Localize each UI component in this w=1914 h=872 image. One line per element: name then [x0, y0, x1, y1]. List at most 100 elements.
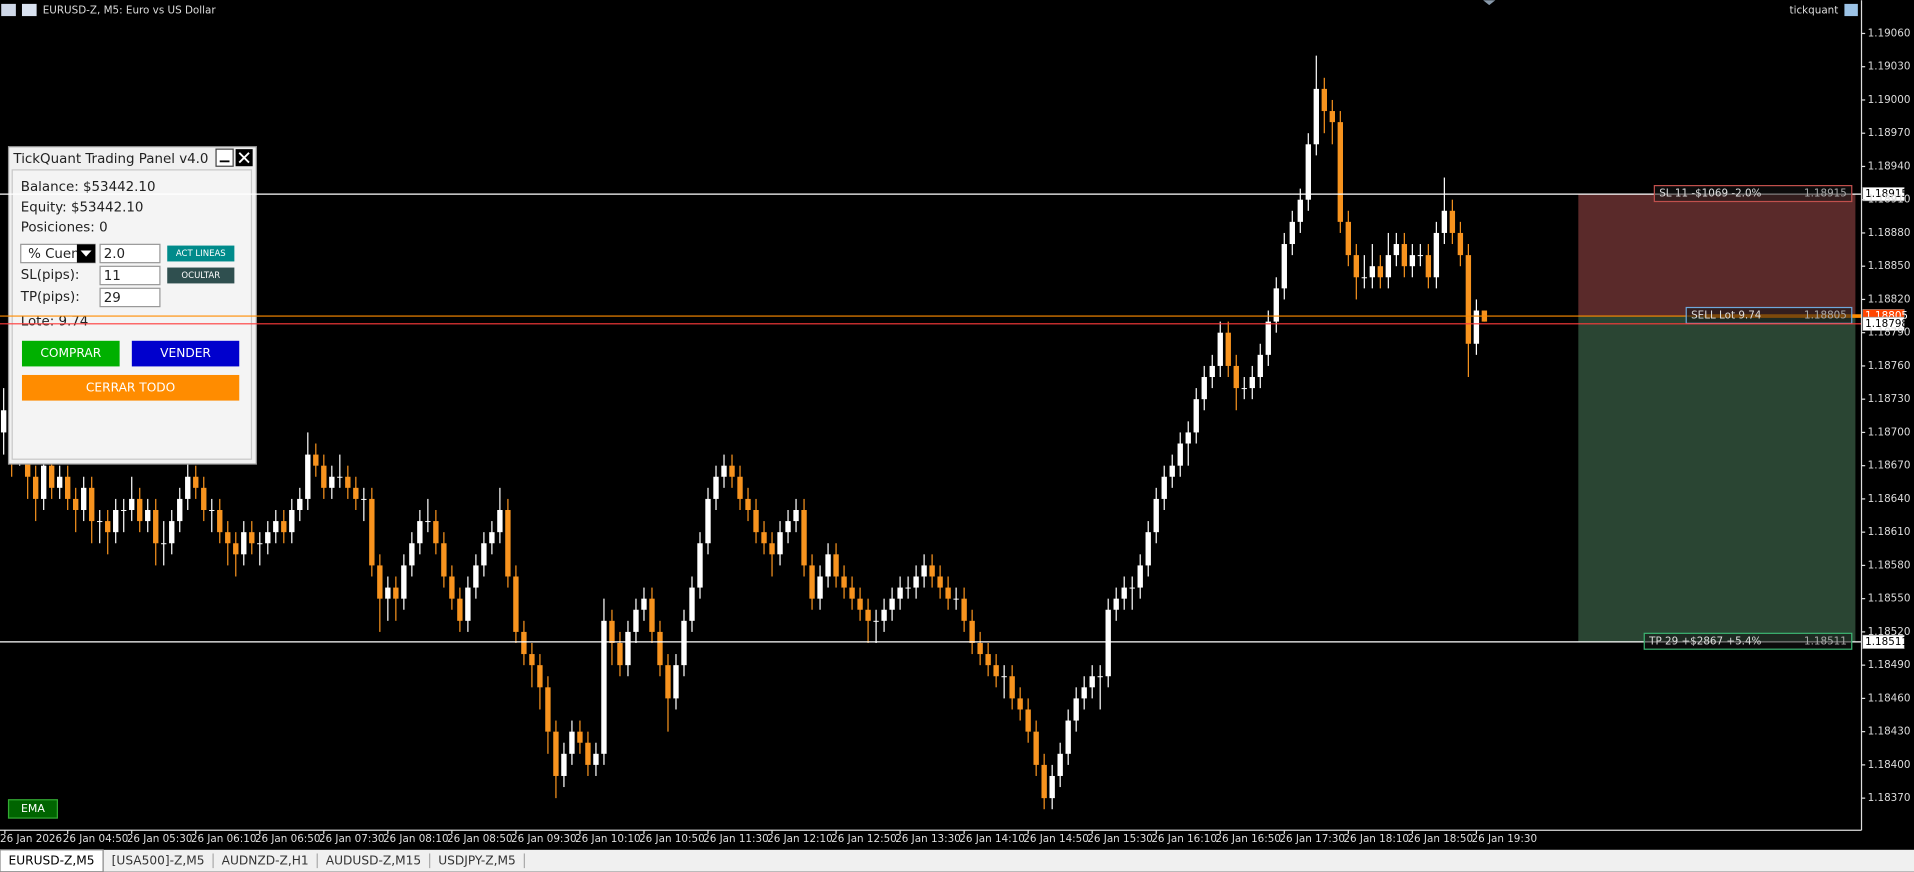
candle-body	[793, 510, 799, 522]
candle-body	[1049, 775, 1055, 799]
candle-body	[40, 465, 47, 499]
candle-body	[777, 532, 783, 555]
tp-label: TP(pips):	[20, 290, 80, 305]
price-box	[1862, 316, 1905, 331]
hide-button[interactable]	[167, 267, 235, 284]
candle-body	[1121, 587, 1127, 599]
y-tick-label: 1.18880	[1868, 227, 1911, 239]
candle-body	[985, 654, 991, 666]
x-tick-label: 26 Jan 19:30	[1471, 833, 1537, 845]
candle-body	[393, 587, 399, 599]
tab-label[interactable]: EURUSD-Z,M5	[9, 853, 95, 867]
candle-body	[89, 487, 95, 522]
x-tick-label: 26 Jan 13:30	[895, 833, 961, 845]
y-tick-label: 1.18820	[1868, 293, 1911, 305]
candle-body	[681, 620, 687, 666]
tab-bar	[0, 849, 1914, 872]
minimize-button[interactable]	[215, 148, 234, 167]
sell-label: VENDER	[160, 346, 211, 360]
ema-button[interactable]	[7, 799, 58, 819]
tp-input[interactable]	[99, 287, 161, 308]
x-tick-label: 26 Jan 12:10	[767, 833, 833, 845]
candle-body	[169, 521, 175, 544]
candle-body	[201, 487, 207, 511]
y-tick-label: 1.19030	[1868, 61, 1911, 73]
candle-body	[1249, 377, 1255, 389]
candle-body	[649, 598, 655, 632]
candle-body	[1313, 88, 1319, 145]
tp-value: 29	[104, 291, 121, 306]
candle-body	[81, 487, 87, 511]
x-tick-label: 26 Jan 09:30	[511, 833, 577, 845]
candle-body	[353, 487, 359, 499]
candle-body	[969, 620, 975, 643]
close-all-label: CERRAR TODO	[86, 380, 175, 394]
candle-body	[825, 554, 831, 577]
x-tick-label: 26 Jan 10:50	[639, 833, 705, 845]
candle-body	[809, 565, 815, 599]
candle-body	[401, 565, 407, 599]
candle-body	[425, 521, 431, 523]
risk-mode: % Cuent	[28, 247, 85, 262]
risk-value: 2.0	[104, 247, 125, 262]
candle-body	[313, 454, 319, 466]
x-tick-label: 26 Jan 16:50	[1215, 833, 1281, 845]
candle-body	[737, 476, 743, 499]
candle-body	[673, 665, 679, 699]
sell-button[interactable]	[131, 340, 240, 367]
tab-label[interactable]: USDJPY-Z,M5	[438, 853, 516, 867]
y-tick-label: 1.18910	[1868, 194, 1911, 206]
candle-body	[1113, 598, 1119, 610]
sl-input[interactable]	[99, 265, 161, 286]
candle-body	[1281, 244, 1287, 289]
candle-body	[1353, 255, 1360, 278]
candle-body	[1065, 720, 1071, 754]
y-tick-label: 1.18850	[1868, 260, 1911, 272]
tab-label[interactable]: [USA500]-Z,M5	[112, 853, 205, 867]
price-box-label: 1.18511	[1865, 636, 1908, 648]
candle-body	[1145, 532, 1151, 566]
candle-body	[601, 620, 607, 754]
candle-body	[1425, 255, 1432, 278]
candle-body	[721, 465, 727, 477]
candle-body	[913, 576, 919, 588]
risk-zone	[1578, 194, 1856, 317]
candle-body	[921, 565, 927, 577]
candle-body	[161, 543, 167, 545]
candle-body	[137, 498, 143, 522]
candle-body	[1217, 332, 1223, 366]
candle-body	[409, 543, 415, 566]
candle-body	[633, 609, 639, 632]
y-tick-label: 1.18790	[1868, 327, 1911, 339]
candle-body	[657, 631, 663, 666]
buy-button[interactable]	[21, 340, 120, 367]
candle-body	[1193, 399, 1199, 433]
close-icon	[238, 152, 250, 164]
candle-body	[1457, 232, 1464, 256]
risk-input[interactable]	[99, 243, 161, 264]
candle-body	[1089, 676, 1095, 688]
level-price: 1.18805	[1804, 309, 1847, 321]
x-tick-label: 26 Jan 10:10	[575, 833, 641, 845]
candle-body	[361, 498, 367, 500]
trading-panel: TickQuant Trading Panel v4.0 Balance: $5…	[7, 146, 257, 465]
candle-body	[841, 576, 847, 588]
candle-body	[1297, 199, 1303, 222]
tab-label[interactable]: AUDNZD-Z,H1	[222, 853, 309, 867]
candle-body	[761, 532, 767, 544]
candle-body	[1129, 587, 1135, 589]
tab-label[interactable]: AUDUSD-Z,M15	[326, 853, 421, 867]
candle-body	[193, 476, 199, 488]
candle-body	[113, 510, 119, 533]
act-lines-button[interactable]	[167, 245, 235, 262]
level-tag	[1653, 185, 1853, 203]
close-all-button[interactable]	[21, 374, 240, 401]
candle-body	[1081, 687, 1087, 699]
candle-body	[249, 532, 255, 544]
candle-body	[1265, 321, 1271, 355]
sl-label: SL(pips):	[21, 268, 80, 283]
level-price: 1.18915	[1804, 188, 1847, 200]
candle-body	[177, 498, 183, 522]
candle-body	[1017, 698, 1023, 710]
